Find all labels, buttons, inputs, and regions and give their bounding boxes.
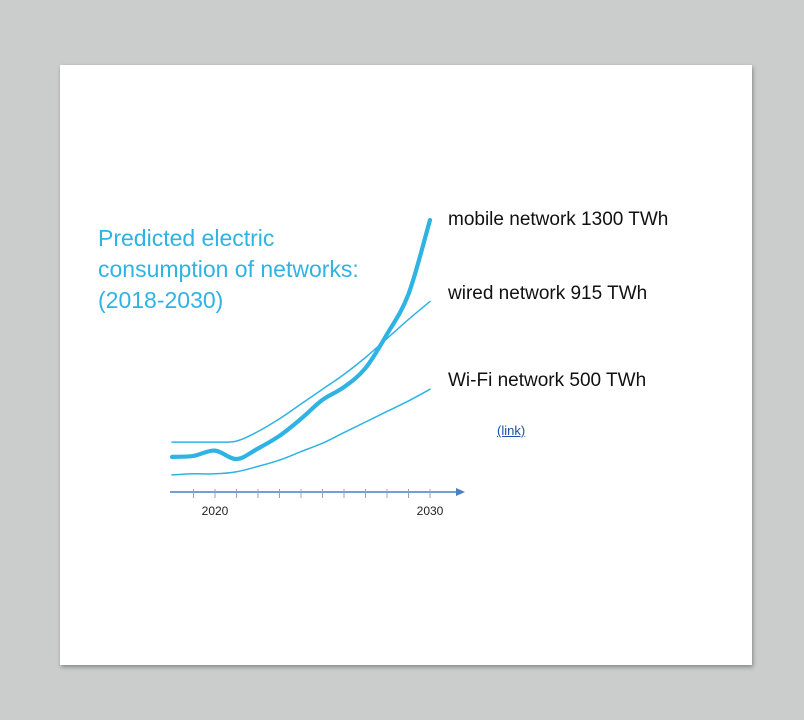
series-label-mobile: mobile network 1300 TWh: [448, 209, 669, 230]
chart-plot: 2020 2030: [169, 217, 465, 518]
series-layer: [169, 217, 433, 476]
series-line-wifi: [171, 388, 431, 476]
chart-title-line-1: Predicted electric: [98, 225, 275, 251]
x-tick-label-2020: 2020: [202, 504, 229, 518]
source-link-text[interactable]: (link): [497, 423, 526, 438]
series-line-wired: [171, 300, 431, 443]
series-line-mobile: [169, 217, 433, 462]
chart-title: Predicted electric consumption of networ…: [98, 223, 418, 316]
tick-label-layer: 2020 2030: [202, 504, 444, 518]
tick-layer: [193, 489, 431, 498]
source-link[interactable]: (link): [497, 423, 525, 438]
x-axis-arrow-icon: [456, 488, 465, 496]
chart-title-line-3: (2018-2030): [98, 287, 224, 313]
slide: Predicted electric consumption of networ…: [60, 65, 752, 665]
x-tick-label-2030: 2030: [417, 504, 444, 518]
chart-title-line-2: consumption of networks:: [98, 256, 359, 282]
series-label-wifi: Wi-Fi network 500 TWh: [448, 370, 647, 391]
series-label-wired: wired network 915 TWh: [448, 283, 648, 304]
